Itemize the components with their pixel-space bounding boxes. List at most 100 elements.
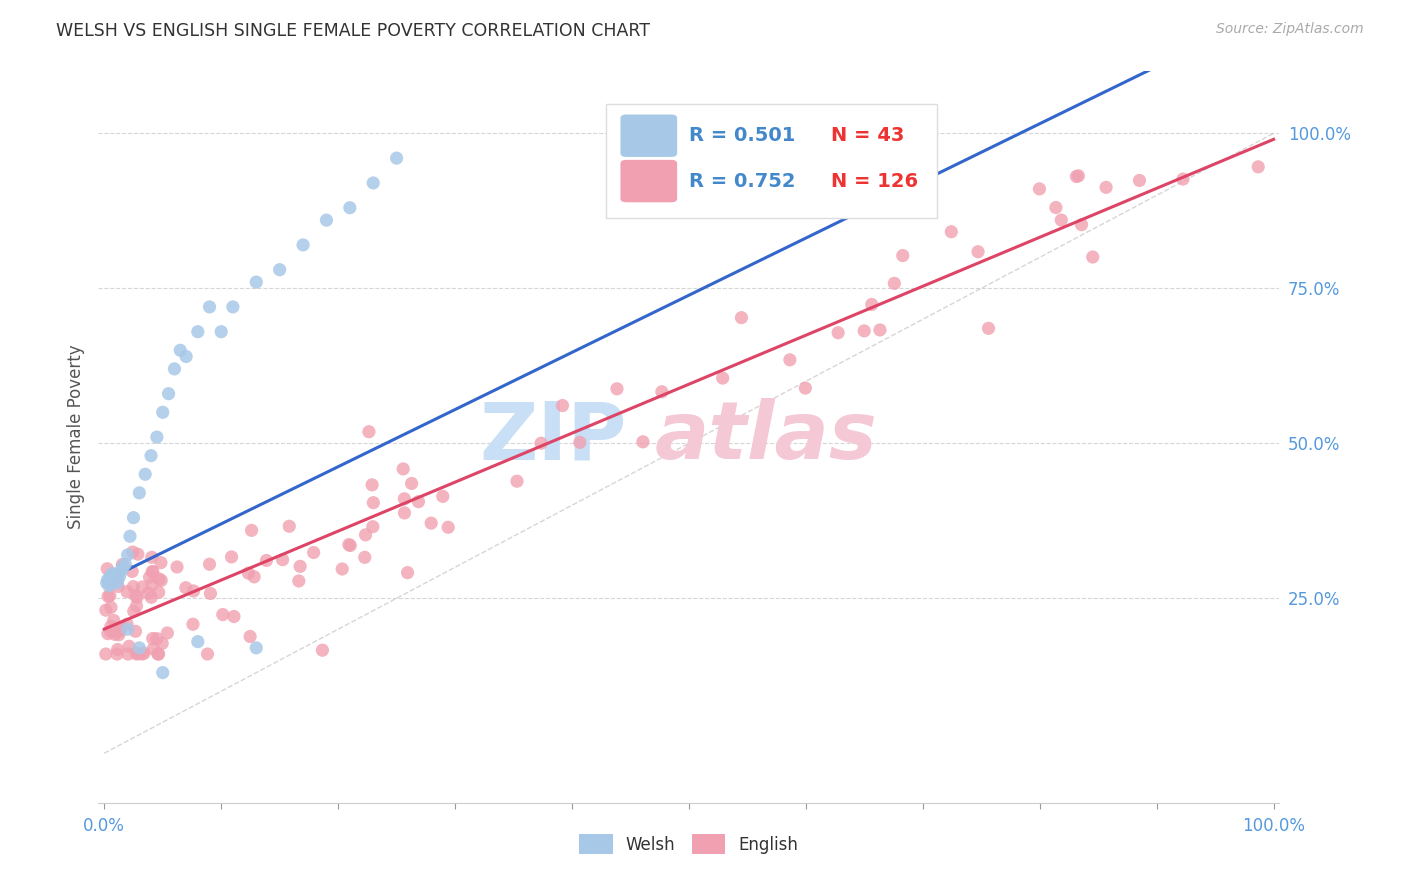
Point	[98, 569, 121, 583]
Point	[311, 643, 333, 657]
Point	[149, 556, 172, 570]
Point	[148, 585, 170, 599]
Text: R = 0.752: R = 0.752	[689, 171, 796, 191]
Point	[361, 176, 384, 190]
Point	[361, 478, 384, 492]
Point	[110, 620, 132, 634]
Point	[117, 622, 139, 636]
Point	[198, 558, 221, 572]
Point	[122, 604, 145, 618]
Point	[288, 559, 311, 574]
Text: N = 43: N = 43	[831, 127, 904, 145]
Point	[142, 632, 165, 646]
Point	[121, 545, 143, 559]
Point	[385, 151, 408, 165]
Point	[302, 545, 325, 559]
Point	[240, 524, 263, 538]
Point	[238, 566, 260, 580]
Point	[239, 630, 262, 644]
Point	[141, 565, 163, 579]
Point	[315, 213, 337, 227]
Point	[142, 565, 165, 579]
Point	[292, 238, 315, 252]
Point	[125, 647, 148, 661]
Point	[1028, 182, 1050, 196]
Point	[111, 560, 134, 574]
Point	[1070, 218, 1092, 232]
Point	[105, 647, 128, 661]
Point	[222, 300, 245, 314]
Point	[121, 565, 143, 579]
Point	[150, 636, 173, 650]
Point	[779, 352, 801, 367]
Point	[107, 579, 129, 593]
Point	[111, 563, 134, 577]
FancyBboxPatch shape	[606, 104, 936, 218]
Point	[152, 405, 174, 419]
Point	[115, 584, 138, 599]
Point	[132, 646, 155, 660]
Point	[156, 626, 179, 640]
Point	[278, 519, 301, 533]
Point	[124, 589, 146, 603]
Point	[883, 277, 905, 291]
Point	[1045, 201, 1067, 215]
Point	[1247, 160, 1270, 174]
Point	[111, 560, 134, 574]
Point	[107, 574, 129, 588]
Point	[361, 519, 384, 533]
Point	[141, 591, 163, 605]
Point	[187, 634, 209, 648]
Point	[245, 275, 267, 289]
Point	[357, 425, 380, 439]
Point	[118, 640, 141, 654]
Point	[122, 580, 145, 594]
FancyBboxPatch shape	[620, 160, 678, 202]
Point	[97, 579, 120, 593]
Point	[396, 566, 419, 580]
Point	[148, 647, 170, 661]
Point	[97, 573, 120, 587]
Point	[104, 627, 127, 641]
Point	[354, 528, 377, 542]
Point	[150, 574, 173, 588]
Point	[432, 489, 454, 503]
Text: ZIP: ZIP	[479, 398, 627, 476]
Point	[174, 350, 197, 364]
Point	[148, 572, 170, 586]
Point	[243, 570, 266, 584]
Point	[100, 619, 122, 633]
Point	[568, 435, 591, 450]
Point	[339, 201, 361, 215]
Point	[107, 642, 129, 657]
Point	[125, 599, 148, 613]
Point	[139, 449, 162, 463]
Point	[337, 538, 360, 552]
Point	[211, 607, 233, 622]
Point	[142, 641, 165, 656]
Point	[256, 553, 278, 567]
Point	[197, 647, 219, 661]
Point	[891, 249, 914, 263]
Point	[271, 552, 294, 566]
Point	[1081, 250, 1104, 264]
Point	[114, 557, 136, 571]
Point	[394, 506, 416, 520]
Point	[100, 600, 122, 615]
Point	[122, 510, 145, 524]
Point	[104, 574, 127, 588]
Text: N = 126: N = 126	[831, 171, 918, 191]
Point	[200, 586, 222, 600]
Point	[128, 640, 150, 655]
Point	[104, 571, 127, 585]
Point	[183, 584, 205, 599]
Point	[1067, 169, 1090, 183]
Point	[152, 665, 174, 680]
Point	[967, 244, 990, 259]
Point	[128, 486, 150, 500]
Point	[174, 581, 197, 595]
Point	[711, 371, 734, 385]
Point	[1095, 180, 1118, 194]
Point	[127, 547, 149, 561]
Point	[136, 586, 159, 600]
